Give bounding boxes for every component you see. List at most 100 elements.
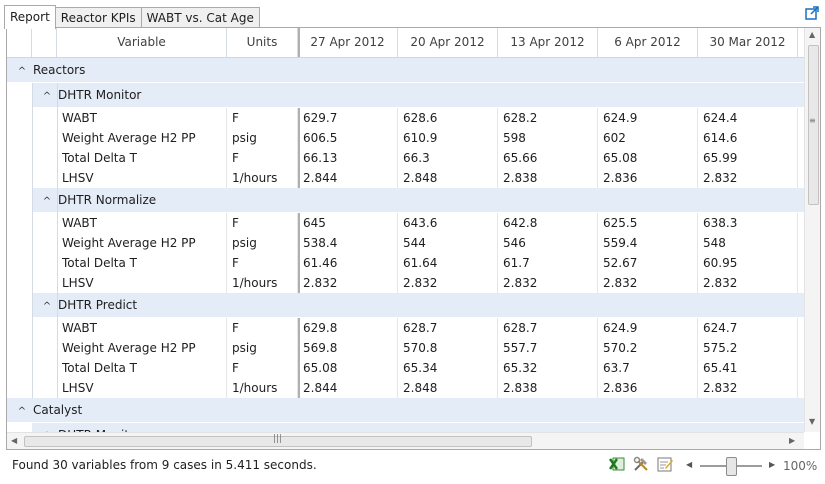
- column-header-units[interactable]: Units: [227, 28, 298, 57]
- cell-value[interactable]: 570.2: [598, 338, 698, 358]
- cell-value[interactable]: 2.832: [698, 273, 798, 293]
- table-row[interactable]: WABT F 629.8 628.7 628.7 624.9 624.7: [7, 318, 804, 338]
- chevron-up-icon[interactable]: ^: [42, 196, 52, 207]
- cell-value[interactable]: 65.08: [298, 358, 398, 378]
- cell-value[interactable]: 538.4: [298, 233, 398, 253]
- cell-value[interactable]: 628.6: [398, 108, 498, 128]
- cell-value[interactable]: 65.08: [598, 148, 698, 168]
- cell-value[interactable]: 2.832: [398, 273, 498, 293]
- cell-value[interactable]: 625.5: [598, 213, 698, 233]
- tab-wabt-vs-cat-age[interactable]: WABT vs. Cat Age: [140, 7, 260, 28]
- cell-variable[interactable]: Total Delta T: [57, 148, 227, 168]
- cell-units[interactable]: F: [227, 213, 298, 233]
- cell-value[interactable]: 570.8: [398, 338, 498, 358]
- cell-value[interactable]: 65.32: [498, 358, 598, 378]
- table-row[interactable]: WABT F 645 643.6 642.8 625.5 638.3: [7, 213, 804, 233]
- cell-value[interactable]: 60.95: [698, 253, 798, 273]
- table-row[interactable]: Total Delta T F 61.46 61.64 61.7 52.67 60.95: [7, 253, 804, 273]
- cell-value[interactable]: 638.3: [698, 213, 798, 233]
- column-header-date[interactable]: 13 Apr 2012: [498, 28, 598, 57]
- cell-value[interactable]: 65.99: [698, 148, 798, 168]
- cell-value[interactable]: 610.9: [398, 128, 498, 148]
- cell-value[interactable]: 65.34: [398, 358, 498, 378]
- group-row[interactable]: ^ Reactors: [7, 58, 804, 82]
- chevron-up-icon[interactable]: ^: [42, 91, 52, 102]
- cell-value[interactable]: 642.8: [498, 213, 598, 233]
- cell-value[interactable]: 624.9: [598, 318, 698, 338]
- cell-value[interactable]: 2.832: [498, 273, 598, 293]
- edit-report-icon[interactable]: [656, 455, 674, 473]
- cell-value[interactable]: 2.844: [298, 378, 398, 398]
- export-excel-icon[interactable]: [608, 455, 626, 473]
- scroll-left-icon[interactable]: ◀: [11, 436, 18, 445]
- zoom-slider-thumb[interactable]: [726, 457, 737, 476]
- table-row[interactable]: Weight Average H2 PP psig 538.4 544 546 559.4…: [7, 233, 804, 253]
- column-header-date[interactable]: 20 Apr 2012: [398, 28, 498, 57]
- cell-value[interactable]: 2.848: [398, 168, 498, 188]
- cell-value[interactable]: 602: [598, 128, 698, 148]
- cell-value[interactable]: 65.66: [498, 148, 598, 168]
- cell-value[interactable]: 2.844: [298, 168, 398, 188]
- cell-value[interactable]: 2.836: [598, 378, 698, 398]
- vertical-scroll-thumb[interactable]: ≡: [808, 45, 819, 205]
- cell-units[interactable]: 1/hours: [227, 273, 298, 293]
- subgroup-row[interactable]: ^ DHTR Normalize: [32, 188, 804, 212]
- column-header-date[interactable]: 6 Apr 2012: [598, 28, 698, 57]
- tab-report[interactable]: Report: [4, 5, 56, 29]
- cell-units[interactable]: 1/hours: [227, 378, 298, 398]
- cell-units[interactable]: F: [227, 148, 298, 168]
- column-header-date[interactable]: 30 Mar 2012: [698, 28, 798, 57]
- group-row[interactable]: ^ Catalyst: [7, 398, 804, 422]
- cell-variable[interactable]: Weight Average H2 PP: [57, 233, 227, 253]
- cell-variable[interactable]: LHSV: [57, 378, 227, 398]
- table-row[interactable]: Total Delta T F 65.08 65.34 65.32 63.7 65.41: [7, 358, 804, 378]
- cell-value[interactable]: 2.836: [598, 168, 698, 188]
- cell-value[interactable]: 2.832: [598, 273, 698, 293]
- cell-value[interactable]: 61.7: [498, 253, 598, 273]
- report-grid[interactable]: Variable Units 27 Apr 2012 20 Apr 2012 1…: [6, 27, 821, 450]
- cell-units[interactable]: F: [227, 318, 298, 338]
- cell-value[interactable]: 548: [698, 233, 798, 253]
- table-row[interactable]: LHSV 1/hours 2.832 2.832 2.832 2.832 2.832: [7, 273, 804, 293]
- table-row[interactable]: LHSV 1/hours 2.844 2.848 2.838 2.836 2.832: [7, 168, 804, 188]
- column-header-date[interactable]: 27 Apr 2012: [298, 28, 398, 57]
- cell-units[interactable]: 1/hours: [227, 168, 298, 188]
- cell-value[interactable]: 2.832: [698, 168, 798, 188]
- cell-value[interactable]: 66.13: [298, 148, 398, 168]
- cell-value[interactable]: 61.64: [398, 253, 498, 273]
- vertical-scrollbar[interactable]: ▲ ≡ ▼: [804, 28, 820, 432]
- horizontal-scroll-thumb[interactable]: |||: [24, 434, 532, 447]
- horizontal-scrollbar[interactable]: ◀ ||| ▶: [7, 432, 804, 449]
- cell-value[interactable]: 606.5: [298, 128, 398, 148]
- cell-value[interactable]: 61.46: [298, 253, 398, 273]
- column-header-variable[interactable]: Variable: [57, 28, 227, 57]
- zoom-in-icon[interactable]: ▶: [769, 460, 776, 469]
- cell-variable[interactable]: Weight Average H2 PP: [57, 338, 227, 358]
- cell-value[interactable]: 628.7: [398, 318, 498, 338]
- zoom-out-icon[interactable]: ◀: [686, 460, 693, 469]
- chevron-up-icon[interactable]: ^: [17, 406, 27, 417]
- cell-value[interactable]: 2.832: [298, 273, 398, 293]
- subgroup-row[interactable]: ^ DHTR Monitor: [32, 83, 804, 107]
- table-row[interactable]: WABT F 629.7 628.6 628.2 624.9 624.4: [7, 108, 804, 128]
- cell-value[interactable]: 624.9: [598, 108, 698, 128]
- cell-value[interactable]: 598: [498, 128, 598, 148]
- cell-units[interactable]: psig: [227, 128, 298, 148]
- scroll-up-icon[interactable]: ▲: [809, 30, 816, 39]
- cell-variable[interactable]: Total Delta T: [57, 358, 227, 378]
- cell-variable[interactable]: LHSV: [57, 168, 227, 188]
- cell-value[interactable]: 628.2: [498, 108, 598, 128]
- cell-variable[interactable]: WABT: [57, 213, 227, 233]
- subgroup-row[interactable]: ^ DHTR Predict: [32, 293, 804, 317]
- table-row[interactable]: Total Delta T F 66.13 66.3 65.66 65.08 65.99: [7, 148, 804, 168]
- table-row[interactable]: LHSV 1/hours 2.844 2.848 2.838 2.836 2.832: [7, 378, 804, 398]
- table-row[interactable]: Weight Average H2 PP psig 606.5 610.9 598 602…: [7, 128, 804, 148]
- cell-units[interactable]: F: [227, 108, 298, 128]
- cell-value[interactable]: 624.4: [698, 108, 798, 128]
- cell-variable[interactable]: LHSV: [57, 273, 227, 293]
- cell-variable[interactable]: WABT: [57, 318, 227, 338]
- cell-value[interactable]: 52.67: [598, 253, 698, 273]
- cell-units[interactable]: psig: [227, 338, 298, 358]
- cell-value[interactable]: 2.832: [698, 378, 798, 398]
- cell-value[interactable]: 66.3: [398, 148, 498, 168]
